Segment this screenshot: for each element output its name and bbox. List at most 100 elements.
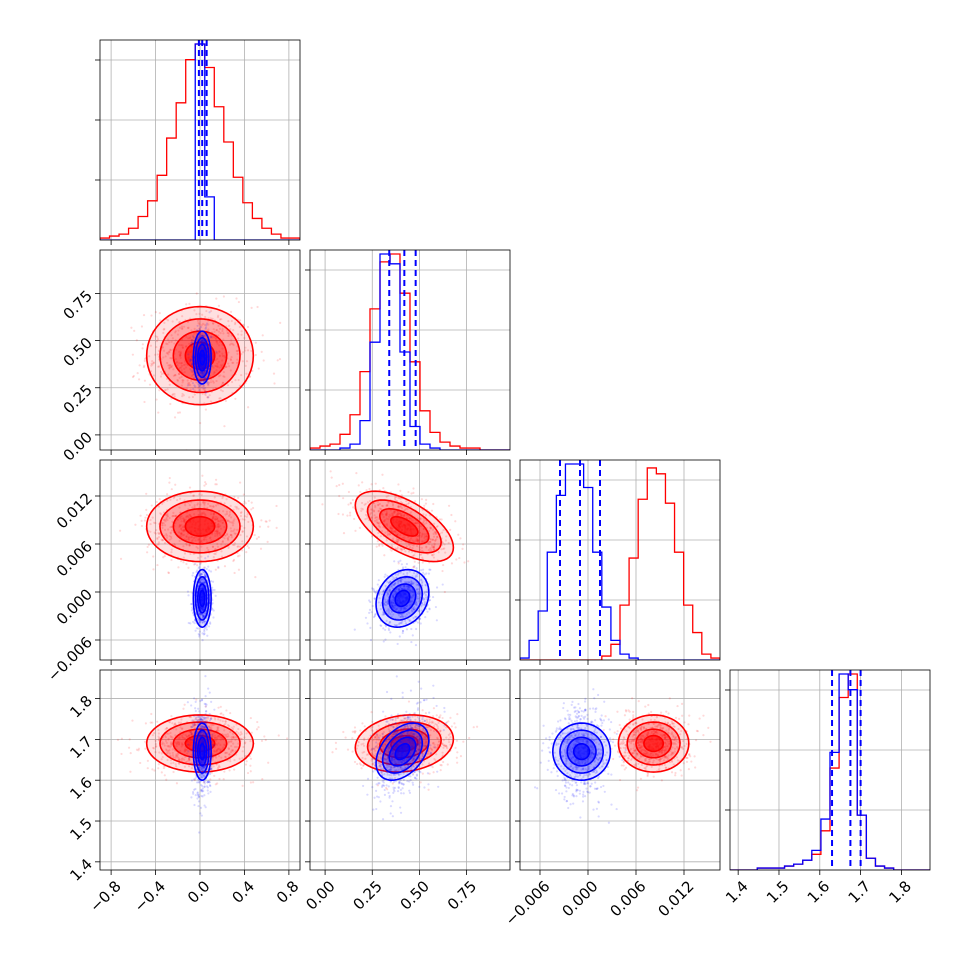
sample-point — [383, 588, 386, 592]
sample-point — [198, 335, 202, 338]
sample-point — [385, 512, 388, 515]
sample-point — [218, 532, 221, 535]
sample-point — [435, 586, 439, 589]
sample-point — [233, 768, 236, 771]
sample-point — [424, 584, 428, 587]
sample-point — [381, 544, 384, 547]
sample-point — [226, 532, 229, 535]
sample-point — [230, 536, 233, 539]
sample-point — [385, 504, 388, 507]
density-contour — [192, 330, 212, 385]
sample-point — [200, 324, 203, 327]
sample-point — [219, 712, 222, 715]
sample-point — [396, 512, 399, 516]
sample-point — [199, 365, 202, 369]
sample-point — [197, 556, 200, 559]
sample-point — [230, 355, 233, 359]
sample-point — [203, 628, 206, 631]
sample-point — [368, 499, 372, 503]
sample-point — [397, 580, 400, 583]
sample-point — [391, 587, 394, 590]
sample-point — [201, 621, 204, 624]
sample-point — [393, 606, 397, 610]
sample-point — [191, 538, 194, 542]
sample-point — [139, 761, 142, 765]
sample-point — [421, 539, 424, 543]
sample-point — [178, 525, 181, 529]
sample-point — [239, 319, 242, 322]
sample-point — [395, 539, 398, 543]
sample-point — [230, 319, 233, 323]
sample-point — [423, 598, 426, 601]
sample-point — [155, 745, 158, 748]
sample-point — [394, 593, 397, 596]
histogram-red — [520, 467, 720, 660]
sample-point — [192, 335, 195, 338]
sample-point — [375, 518, 378, 522]
sample-point — [418, 525, 421, 528]
sample-point — [200, 587, 203, 590]
sample-point — [224, 513, 227, 516]
sample-point — [214, 478, 218, 481]
sample-point — [197, 627, 200, 630]
sample-point — [201, 334, 204, 337]
sample-point — [212, 609, 215, 612]
sample-point — [202, 373, 205, 376]
sample-point — [371, 604, 374, 608]
sample-point — [190, 732, 193, 736]
sample-point — [230, 516, 233, 519]
sample-point — [418, 533, 421, 537]
sample-point — [193, 723, 196, 726]
sample-point — [423, 591, 426, 595]
sample-point — [241, 530, 244, 533]
sample-point — [368, 487, 371, 491]
sample-point — [420, 605, 423, 608]
sample-point — [178, 524, 181, 527]
sample-point — [338, 494, 341, 498]
sample-point — [440, 518, 443, 521]
sample-point — [200, 573, 203, 576]
sample-point — [397, 609, 400, 613]
sample-point — [412, 608, 416, 611]
sample-point — [408, 604, 411, 607]
sample-point — [409, 590, 412, 593]
sample-point — [204, 377, 207, 380]
sample-point — [161, 526, 164, 529]
sample-point — [205, 309, 208, 313]
sample-point — [423, 519, 426, 522]
sample-point — [244, 349, 247, 352]
sample-point — [395, 514, 398, 517]
sample-point — [183, 703, 186, 706]
sample-point — [190, 341, 193, 344]
sample-point — [173, 514, 176, 517]
sample-point — [216, 726, 219, 729]
sample-point — [250, 731, 253, 734]
sample-point — [385, 619, 388, 622]
sample-point — [417, 618, 421, 621]
sample-point — [399, 571, 402, 574]
sample-point — [230, 749, 233, 752]
sample-point — [178, 343, 181, 347]
sample-point — [179, 356, 182, 359]
sample-point — [252, 781, 255, 784]
sample-point — [422, 513, 425, 516]
scatter-panel-1-2 — [305, 459, 511, 665]
sample-point — [232, 519, 235, 523]
sample-point — [201, 374, 204, 377]
histogram-content — [520, 460, 720, 660]
sample-point — [399, 511, 402, 515]
sample-point — [209, 622, 212, 625]
sample-point — [181, 379, 184, 382]
sample-point — [199, 340, 203, 344]
sample-point — [197, 719, 200, 722]
sample-point — [224, 756, 227, 759]
sample-point — [120, 737, 123, 740]
sample-point — [391, 578, 394, 581]
sample-point — [388, 513, 391, 516]
sample-point — [384, 603, 388, 607]
sample-point — [156, 563, 159, 567]
sample-point — [208, 569, 211, 572]
sample-point — [397, 587, 400, 591]
sample-point — [201, 322, 205, 325]
sample-point — [236, 358, 239, 361]
